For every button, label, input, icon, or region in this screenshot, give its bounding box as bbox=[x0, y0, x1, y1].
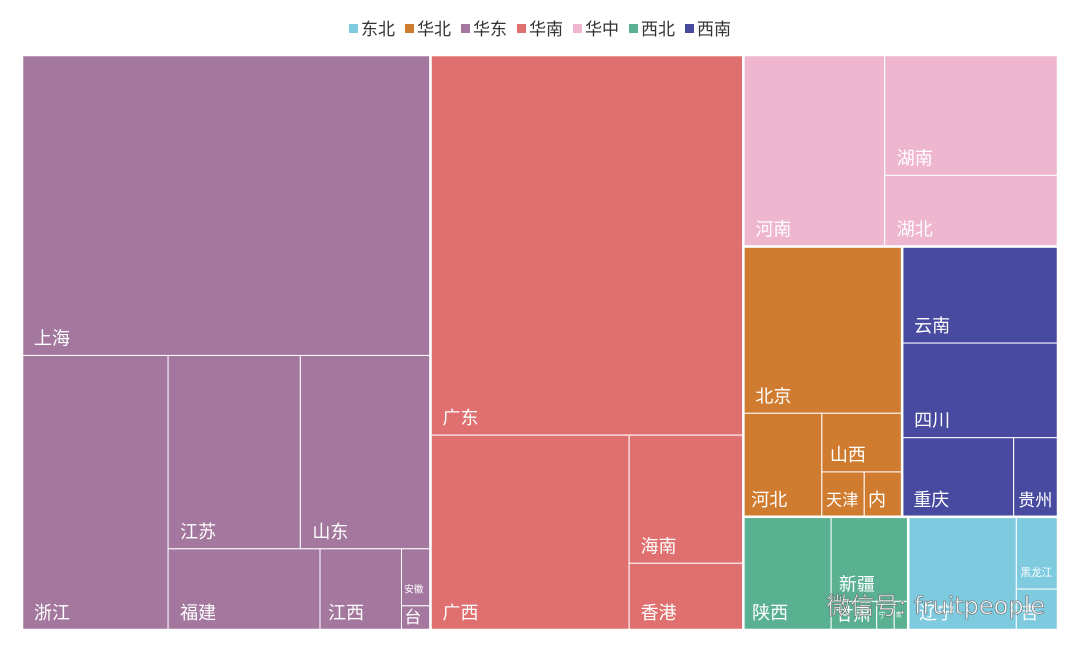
tile-label: 北京 bbox=[755, 386, 791, 407]
tile bbox=[167, 548, 321, 631]
tile-label: 宁 bbox=[878, 610, 886, 620]
tile-label: 河南 bbox=[755, 220, 791, 241]
legend-label: 西北 bbox=[641, 20, 675, 40]
tile-label: 黑龙江 bbox=[1021, 566, 1053, 579]
tile-label: 上海 bbox=[34, 328, 70, 349]
tile-label: 海南 bbox=[641, 536, 677, 557]
legend-label: 华中 bbox=[585, 20, 619, 40]
watermark: 微信号: fruitpeople bbox=[826, 592, 1045, 620]
region-border bbox=[906, 515, 1060, 632]
tile bbox=[884, 174, 1059, 248]
legend-swatch bbox=[461, 24, 470, 33]
tile-label: 香港 bbox=[641, 603, 677, 624]
legend-label: 西南 bbox=[697, 20, 731, 40]
tile-label: 山东 bbox=[312, 522, 348, 543]
tile bbox=[430, 54, 744, 436]
legend-label: 华北 bbox=[417, 20, 451, 40]
tile bbox=[167, 354, 301, 550]
tile-label: 湖南 bbox=[897, 148, 933, 169]
tile bbox=[299, 354, 432, 550]
tile bbox=[901, 246, 1059, 344]
tile-label: 重庆 bbox=[913, 490, 949, 511]
tile bbox=[830, 516, 909, 602]
tile-label: 辽宁 bbox=[919, 603, 955, 624]
legend-swatch bbox=[573, 24, 582, 33]
legend-swatch bbox=[349, 24, 358, 33]
tile bbox=[742, 412, 823, 518]
tile bbox=[1015, 516, 1059, 590]
tile bbox=[1015, 588, 1059, 631]
tile-label: 吉 bbox=[1021, 603, 1039, 624]
tile-label: 青 bbox=[896, 611, 902, 619]
legend-swatch bbox=[405, 24, 414, 33]
tile bbox=[21, 354, 169, 631]
tile-label: 湖北 bbox=[897, 220, 933, 241]
tile-label: 四川 bbox=[914, 411, 950, 432]
tile bbox=[430, 434, 630, 631]
tile bbox=[742, 516, 832, 631]
region: 北京河北 山西天津内 bbox=[742, 245, 904, 519]
tile-label: 广东 bbox=[443, 408, 479, 429]
tile bbox=[901, 342, 1059, 439]
tile bbox=[907, 516, 1017, 631]
legend: 东北 华北 华东 华南 华中 西北 西南 bbox=[349, 20, 731, 40]
tile-label: 山西 bbox=[830, 445, 866, 466]
tile-label: 台 bbox=[404, 607, 421, 627]
tile bbox=[863, 471, 903, 518]
tile-label: 广西 bbox=[443, 603, 479, 624]
region: 陕西 新疆甘肃宁 青 bbox=[742, 515, 910, 632]
legend-label: 华南 bbox=[529, 20, 563, 40]
tile-label: 安徽 bbox=[404, 583, 424, 595]
tile bbox=[742, 54, 886, 248]
tile-label: 浙江 bbox=[34, 603, 70, 624]
tile-label: 云南 bbox=[914, 316, 950, 337]
tile-label: 贵州 bbox=[1018, 491, 1052, 511]
tile-label: 内 bbox=[868, 490, 886, 511]
tile-label: 新疆 bbox=[839, 574, 875, 595]
tile-label: 江西 bbox=[328, 603, 364, 624]
legend-swatch bbox=[685, 24, 694, 33]
tile-label: 天津 bbox=[826, 490, 858, 509]
tile-label: 陕西 bbox=[752, 603, 788, 624]
legend-label: 东北 bbox=[361, 20, 395, 40]
tile bbox=[821, 412, 903, 473]
legend-label: 华东 bbox=[473, 20, 507, 40]
tile-label: 甘肃 bbox=[836, 605, 872, 626]
tile-label: 福建 bbox=[180, 603, 216, 624]
legend-swatch bbox=[517, 24, 526, 33]
legend-swatch bbox=[629, 24, 638, 33]
tile bbox=[21, 54, 432, 356]
tile bbox=[628, 434, 744, 564]
tile bbox=[401, 548, 432, 607]
tile bbox=[884, 54, 1059, 176]
tile-label: 江苏 bbox=[180, 522, 216, 543]
tile bbox=[821, 471, 865, 518]
tile-label: 河北 bbox=[751, 490, 787, 511]
tile bbox=[319, 548, 403, 631]
